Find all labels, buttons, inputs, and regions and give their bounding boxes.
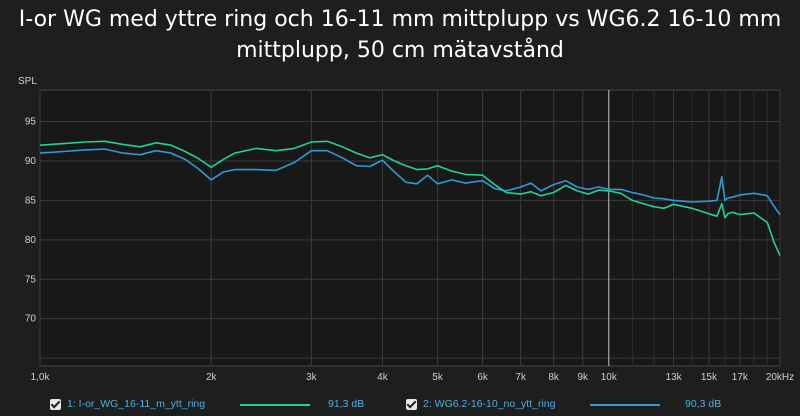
x-tick-label: 1,0k: [31, 372, 51, 383]
y-tick-label: 95: [25, 117, 37, 128]
series1-value: 91,3 dB: [328, 398, 365, 410]
x-tick-label: 20kHz: [766, 372, 794, 383]
y-axis-label: SPL: [18, 76, 37, 87]
series2-legend-line: [590, 404, 660, 406]
series1-checkbox[interactable]: [50, 398, 61, 410]
series1-line: [39, 140, 781, 256]
series2-value: 90,3 dB: [685, 398, 722, 410]
series2-line: [39, 148, 781, 216]
plot-area: [39, 89, 781, 367]
y-tick-label: 75: [25, 274, 37, 285]
x-tick-label: 9k: [577, 372, 589, 383]
y-tick-label: 70: [25, 314, 37, 325]
x-tick-label: 5k: [432, 372, 444, 383]
x-tick-label: 8k: [548, 372, 560, 383]
y-tick-label: 85: [25, 195, 37, 206]
chart-title: I-or WG med yttre ring och 16-11 mm mitt…: [18, 7, 782, 63]
x-tick-label: 17k: [732, 372, 749, 383]
x-tick-label: 4k: [377, 372, 389, 383]
legend: 1: I-or_WG_16-11_m_ytt_ring 91,3 dB 2: W…: [0, 390, 800, 416]
legend-item-series1[interactable]: 1: I-or_WG_16-11_m_ytt_ring: [50, 398, 205, 410]
series1-label: 1: I-or_WG_16-11_m_ytt_ring: [67, 398, 206, 410]
x-tick-label: 15k: [701, 372, 718, 383]
x-tick-label: 6k: [477, 372, 489, 383]
x-tick-label: 2k: [206, 372, 218, 383]
series2-label: 2: WG6.2-16-10_no_ytt_ring: [423, 398, 556, 410]
chart-svg[interactable]: 1,0k 2k 3k 4k 5k 6k 7k 8k 9k 10k 13k 15k 17k 20kHz 95 9…: [0, 0, 800, 392]
x-tick-label: 7k: [515, 372, 527, 383]
series1-legend-line: [240, 404, 310, 406]
x-tick-label: 13k: [666, 372, 683, 383]
legend-item-series2[interactable]: 2: WG6.2-16-10_no_ytt_ring: [406, 398, 556, 410]
series2-checkbox[interactable]: [406, 398, 417, 410]
y-tick-label: 90: [25, 156, 37, 167]
y-tick-label: 80: [25, 235, 37, 246]
x-tick-label: 10k: [601, 372, 618, 383]
x-tick-label: 3k: [306, 372, 318, 383]
